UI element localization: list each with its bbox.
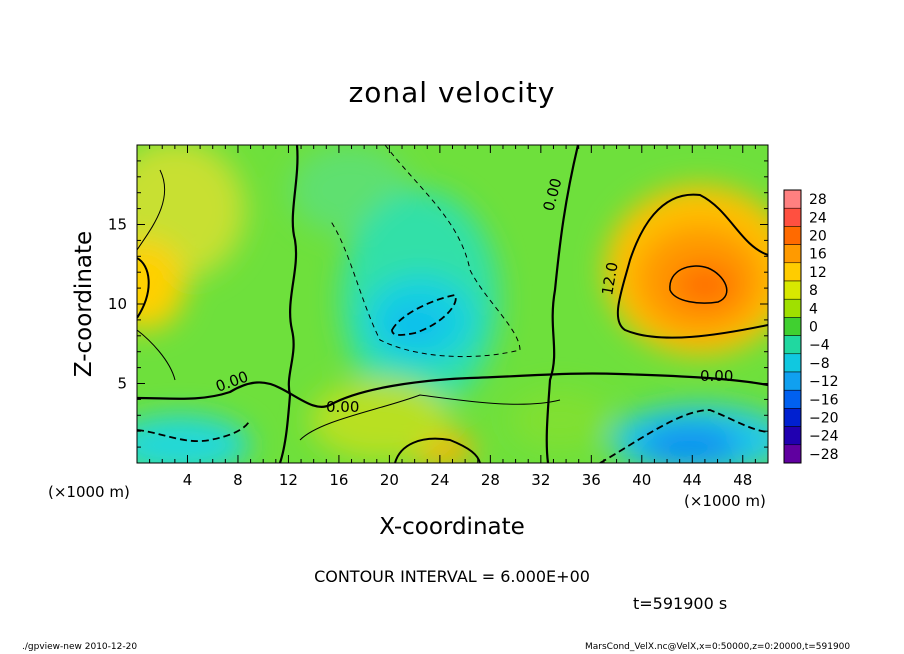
x-unit-label-right: (×1000 m) — [684, 492, 766, 510]
contour-zero-vertical — [278, 145, 299, 463]
colorbar-swatch — [783, 426, 802, 446]
contour-neg-center — [391, 293, 457, 336]
contour-18 — [669, 265, 728, 304]
colorbar-label: 8 — [809, 283, 818, 299]
colorbar-label: 20 — [809, 229, 827, 245]
chart-title: zonal velocity — [348, 76, 556, 109]
contour-6-bottom — [394, 437, 481, 463]
colorbar-label: −20 — [809, 411, 839, 427]
x-tick-label: 36 — [582, 471, 601, 489]
time-label: t=591900 s — [633, 594, 728, 613]
colorbar-label: −4 — [809, 338, 830, 354]
x-tick-label: 8 — [233, 471, 243, 489]
x-tick-label: 44 — [683, 471, 702, 489]
colorbar-label: 28 — [809, 192, 827, 208]
contour-lines — [137, 145, 768, 463]
colorbar-swatch — [783, 207, 802, 227]
contour-neg-lower-right — [599, 409, 768, 463]
colorbar-swatch — [783, 244, 802, 264]
colorbar-swatch — [783, 280, 802, 300]
x-tick-label: 16 — [329, 471, 348, 489]
x-tick-label: 4 — [183, 471, 193, 489]
colorbar-label: 0 — [809, 320, 818, 336]
x-tick-label: 40 — [632, 471, 651, 489]
colorbar-swatch — [783, 371, 802, 391]
colorbar-label: 12 — [809, 265, 827, 281]
colorbar-label: 4 — [809, 301, 818, 317]
x-axis-label: X-coordinate — [379, 514, 525, 540]
x-tick-label: 20 — [380, 471, 399, 489]
contour-6-left — [137, 169, 176, 381]
footer-left: ./gpview-new 2010-12-20 — [22, 642, 138, 652]
contour-label: 0.00 — [326, 398, 359, 416]
colorbar-swatch — [783, 226, 802, 245]
colorbar-swatch — [783, 335, 802, 355]
colorbar-swatch — [783, 389, 802, 409]
colorbar-swatch — [783, 298, 802, 318]
colorbar-swatch — [783, 317, 802, 336]
colorbar-label: −8 — [809, 356, 830, 372]
footer-right: MarsCond_VelX.nc@VelX,x=0:50000,z=0:2000… — [585, 642, 851, 652]
colorbar-frame — [783, 189, 802, 464]
colorbar-swatch — [783, 444, 802, 464]
contour-interval-label: CONTOUR INTERVAL = 6.000E+00 — [314, 567, 590, 586]
x-unit-label: (×1000 m) — [48, 483, 130, 501]
colorbar-label: 16 — [809, 247, 827, 263]
contour-label: 12.0 — [598, 261, 622, 297]
colorbar-label: −16 — [809, 392, 839, 408]
contour-label: 0.00 — [700, 367, 733, 385]
y-tick-label: 15 — [108, 216, 127, 234]
colorbar-label: −12 — [809, 374, 839, 390]
colorbar-label: 24 — [809, 210, 827, 226]
axis-ticks — [137, 145, 768, 463]
colorbar-label: −24 — [809, 429, 839, 445]
y-tick-label: 5 — [117, 375, 127, 393]
colorbar-swatch — [783, 262, 802, 282]
heatmap-field — [137, 145, 768, 463]
x-tick-label: 24 — [430, 471, 449, 489]
colorbar-swatch — [783, 189, 802, 209]
x-tick-label: 28 — [481, 471, 500, 489]
contour-zero-lower — [137, 372, 768, 408]
colorbar-swatch — [783, 353, 802, 373]
colorbar-label: −28 — [809, 447, 839, 463]
y-axis-label: Z-coordinate — [71, 230, 97, 378]
contour-12 — [616, 193, 768, 339]
contour-neg6-center — [329, 145, 521, 358]
x-tick-label: 48 — [733, 471, 752, 489]
colorbar-swatch — [783, 408, 802, 427]
x-tick-label: 32 — [531, 471, 550, 489]
contour-zero-right — [545, 145, 580, 463]
x-tick-label: 12 — [279, 471, 298, 489]
colorbar: 28 24 20 16 12 8 4 0 −4 −8 −12 −16 −20 −24 −28 — [783, 189, 839, 464]
contour-6-mid — [299, 394, 561, 441]
contour-left-island — [137, 257, 150, 319]
y-tick-label: 10 — [108, 295, 127, 313]
